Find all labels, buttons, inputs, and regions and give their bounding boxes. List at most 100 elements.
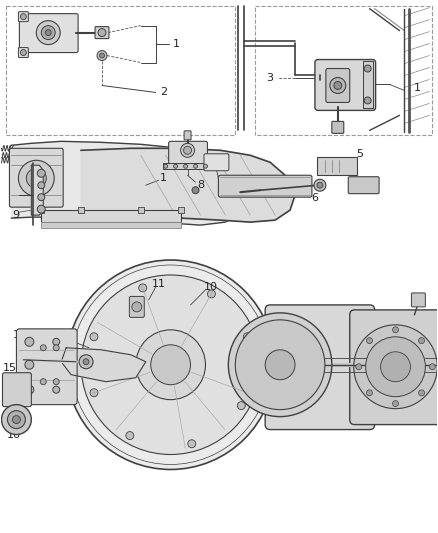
Circle shape (173, 164, 178, 168)
Circle shape (429, 364, 435, 370)
Circle shape (25, 360, 34, 369)
Circle shape (317, 182, 323, 188)
Circle shape (188, 440, 196, 448)
Circle shape (97, 51, 107, 61)
Circle shape (26, 168, 46, 188)
Circle shape (364, 97, 371, 104)
FancyBboxPatch shape (18, 12, 28, 22)
Circle shape (25, 337, 34, 346)
FancyBboxPatch shape (16, 329, 77, 405)
Circle shape (37, 169, 45, 177)
Circle shape (237, 402, 245, 410)
FancyBboxPatch shape (10, 148, 63, 207)
FancyBboxPatch shape (350, 310, 438, 425)
Circle shape (419, 337, 424, 344)
Circle shape (53, 379, 59, 385)
Circle shape (40, 379, 46, 385)
Circle shape (12, 416, 21, 424)
Circle shape (81, 275, 260, 455)
Circle shape (21, 50, 26, 55)
Circle shape (36, 21, 60, 45)
Circle shape (45, 30, 51, 36)
Circle shape (366, 337, 425, 397)
Circle shape (392, 401, 399, 407)
Circle shape (37, 205, 45, 213)
Circle shape (83, 359, 89, 365)
Circle shape (40, 345, 46, 351)
Text: 10: 10 (203, 282, 217, 292)
Circle shape (204, 164, 208, 168)
Text: 8: 8 (197, 180, 204, 190)
FancyBboxPatch shape (3, 373, 32, 407)
Circle shape (180, 143, 194, 157)
Bar (255, 6, 432, 135)
Circle shape (367, 337, 372, 344)
Circle shape (184, 164, 187, 168)
Circle shape (126, 432, 134, 440)
Circle shape (98, 29, 106, 37)
Circle shape (38, 182, 45, 189)
Text: 6: 6 (311, 193, 318, 203)
Circle shape (25, 385, 34, 394)
Circle shape (53, 386, 60, 393)
Circle shape (314, 179, 326, 191)
Text: 2: 2 (160, 87, 167, 98)
Bar (178, 207, 184, 213)
Circle shape (265, 350, 295, 379)
Circle shape (151, 345, 191, 385)
FancyBboxPatch shape (315, 60, 376, 110)
Circle shape (53, 345, 59, 351)
Text: 9: 9 (12, 210, 19, 220)
Polygon shape (61, 348, 146, 382)
FancyBboxPatch shape (265, 305, 374, 430)
FancyBboxPatch shape (332, 122, 344, 133)
Text: 16: 16 (7, 430, 21, 440)
Circle shape (38, 193, 45, 200)
Text: 5: 5 (356, 149, 363, 159)
Circle shape (164, 164, 168, 168)
Text: 1: 1 (160, 173, 167, 183)
Circle shape (392, 327, 399, 333)
Text: 12: 12 (64, 335, 78, 345)
Circle shape (99, 53, 105, 58)
Circle shape (41, 26, 55, 39)
FancyBboxPatch shape (348, 177, 379, 193)
Text: 7: 7 (219, 176, 226, 186)
Circle shape (334, 82, 342, 90)
FancyBboxPatch shape (204, 154, 229, 171)
Circle shape (7, 410, 25, 429)
Bar (162, 163, 212, 169)
Circle shape (66, 260, 275, 470)
Circle shape (184, 147, 191, 154)
Text: 15: 15 (3, 363, 17, 373)
Bar (41, 210, 180, 222)
Circle shape (381, 352, 410, 382)
Text: 3: 3 (267, 74, 274, 84)
Bar (38, 207, 44, 213)
FancyBboxPatch shape (19, 14, 78, 53)
Bar (138, 207, 144, 213)
Text: 1: 1 (173, 38, 180, 49)
Text: 13: 13 (42, 335, 56, 345)
Circle shape (90, 389, 98, 397)
FancyBboxPatch shape (169, 141, 208, 167)
Circle shape (194, 164, 198, 168)
Circle shape (235, 320, 325, 410)
Circle shape (1, 405, 32, 434)
FancyBboxPatch shape (411, 293, 425, 307)
Text: 14: 14 (12, 330, 26, 340)
Circle shape (419, 390, 424, 396)
Circle shape (139, 284, 147, 292)
FancyBboxPatch shape (326, 69, 350, 102)
Text: 1: 1 (414, 84, 421, 93)
Bar (78, 207, 84, 213)
Circle shape (364, 65, 371, 72)
Circle shape (18, 160, 54, 196)
Circle shape (90, 333, 98, 341)
FancyBboxPatch shape (219, 175, 312, 197)
FancyBboxPatch shape (317, 157, 357, 175)
Bar (41, 222, 180, 228)
Circle shape (356, 364, 362, 370)
Circle shape (132, 302, 142, 312)
Polygon shape (32, 165, 43, 215)
